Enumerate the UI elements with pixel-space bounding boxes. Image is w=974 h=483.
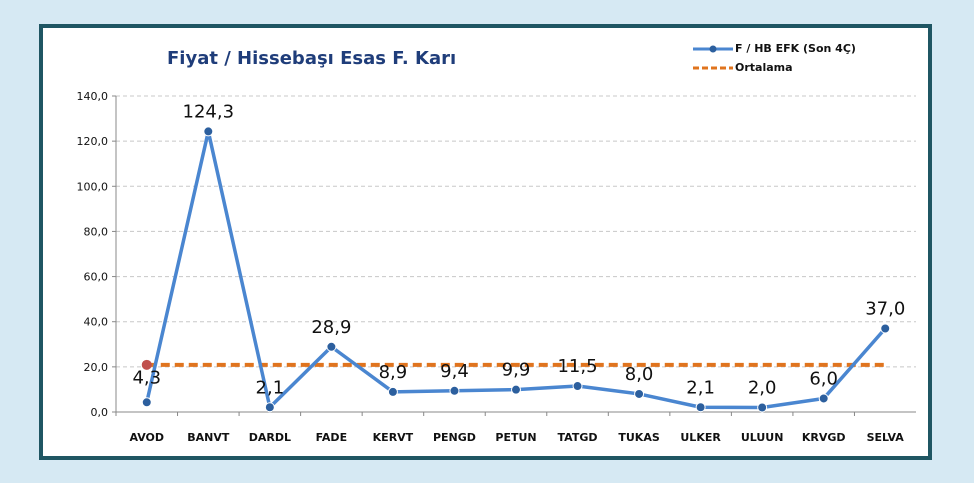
data-point xyxy=(757,402,768,413)
legend-label-average: Ortalama xyxy=(735,61,793,74)
data-point xyxy=(818,393,829,404)
legend-label-series: F / HB EFK (Son 4Ç) xyxy=(735,42,856,55)
data-point xyxy=(572,381,583,392)
x-tick-label: TUKAS xyxy=(618,431,659,444)
data-label: 124,3 xyxy=(183,101,235,122)
x-tick-label: DARDL xyxy=(249,431,291,444)
data-label: 28,9 xyxy=(311,317,351,338)
y-tick-label: 120,0 xyxy=(77,135,109,148)
data-point xyxy=(326,341,337,352)
data-point xyxy=(634,388,645,399)
data-label: 9,4 xyxy=(440,361,469,382)
data-point xyxy=(880,323,891,334)
x-tick-label: SELVA xyxy=(867,431,905,444)
x-tick-label: FADE xyxy=(316,431,347,444)
legend-entry-average: Ortalama xyxy=(693,58,856,77)
x-tick-label: ULUUN xyxy=(741,431,784,444)
y-tick-label: 100,0 xyxy=(77,180,109,193)
x-tick-label: BANVT xyxy=(187,431,230,444)
data-point xyxy=(264,402,275,413)
data-point xyxy=(141,397,152,408)
y-tick-label: 140,0 xyxy=(77,90,109,103)
data-point xyxy=(511,384,521,395)
legend-dashed-line-icon xyxy=(693,66,733,69)
y-tick-label: 60,0 xyxy=(84,271,109,284)
data-label: 37,0 xyxy=(865,298,905,319)
x-tick-label: KERVT xyxy=(373,431,414,444)
y-tick-label: 80,0 xyxy=(84,225,109,238)
data-point xyxy=(203,126,214,137)
chart-title: Fiyat / Hissebaşı Esas F. Karı xyxy=(167,48,457,69)
data-point xyxy=(387,386,398,397)
average-marker xyxy=(141,359,152,370)
legend-line-marker-icon xyxy=(693,45,733,52)
x-tick-label: PENGD xyxy=(433,431,476,444)
x-tick-label: AVOD xyxy=(129,431,164,444)
x-tick-label: KRVGD xyxy=(802,431,846,444)
data-label: 4,3 xyxy=(132,367,161,388)
y-tick-label: 20,0 xyxy=(84,361,109,374)
x-tick-label: ULKER xyxy=(680,431,721,444)
data-label: 2,1 xyxy=(686,377,715,398)
data-label: 9,9 xyxy=(502,360,531,381)
chart-legend: F / HB EFK (Son 4Ç) Ortalama xyxy=(693,39,856,77)
legend-entry-series: F / HB EFK (Son 4Ç) xyxy=(693,39,856,58)
y-tick-label: 0,0 xyxy=(91,406,109,419)
line-chart: 0,0 20,0 40,0 60,0 80,0 100,0 120,0 140,0 AVOD BA… xyxy=(77,90,916,444)
data-label: 2,0 xyxy=(748,377,777,398)
data-label: 6,0 xyxy=(809,368,838,389)
data-point xyxy=(695,402,706,413)
data-label: 8,9 xyxy=(379,362,408,383)
x-tick-label: PETUN xyxy=(495,431,536,444)
chart-panel: Fiyat / Hissebaşı Esas F. Karı F / HB EF… xyxy=(39,24,932,460)
data-label: 2,1 xyxy=(256,377,285,398)
data-label: 8,0 xyxy=(625,364,654,385)
y-tick-label: 40,0 xyxy=(84,316,109,329)
data-label: 11,5 xyxy=(557,356,597,377)
x-tick-label: TATGD xyxy=(558,431,598,444)
data-point xyxy=(449,385,460,396)
